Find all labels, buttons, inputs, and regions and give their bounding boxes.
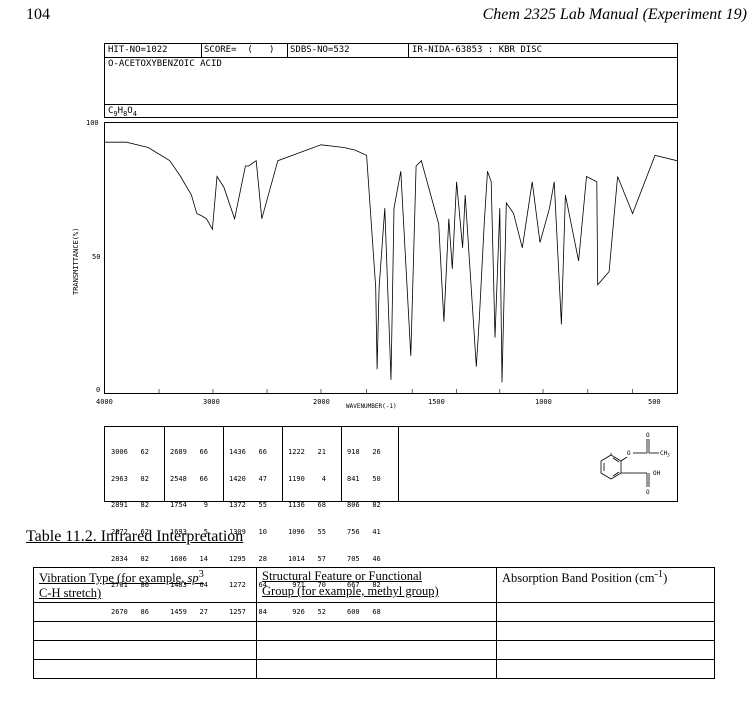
table-cell[interactable] xyxy=(256,602,497,623)
divider xyxy=(398,427,399,501)
peak-row: 1436 66 xyxy=(229,447,267,456)
peak-row: 1295 28 xyxy=(229,554,267,563)
table-cell[interactable] xyxy=(496,659,715,680)
x-tick-label: 2000 xyxy=(313,398,330,406)
spectrum-svg xyxy=(105,141,678,393)
peak-row: 1420 47 xyxy=(229,474,267,483)
infrared-interpretation-table: Vibration Type (for example, sp3 C-H stre… xyxy=(33,566,715,680)
divider xyxy=(201,44,202,57)
acid-carbonyl-oxygen-label: O xyxy=(646,489,650,496)
x-tick-label: 3000 xyxy=(203,398,220,406)
peak-table: 3006 62 2963 82 2891 82 2872 62 2834 82 … xyxy=(104,426,678,616)
methyl-label: CH3 xyxy=(660,450,670,458)
peak-row: 1372 55 xyxy=(229,501,267,510)
peak-row: 1606 14 xyxy=(170,554,208,563)
peak-row: 1754 9 xyxy=(170,501,208,510)
carbonyl-oxygen-label: O xyxy=(646,432,650,439)
divider xyxy=(164,427,165,501)
peak-row: 1222 21 xyxy=(288,447,326,456)
table-cell[interactable] xyxy=(496,602,715,623)
peak-row: 2834 82 xyxy=(111,554,149,563)
table-cell[interactable] xyxy=(33,602,257,623)
sdbs-no: SDBS-NO=532 xyxy=(290,45,350,55)
header-cell-vibration-type: Vibration Type (for example, sp3 C-H stre… xyxy=(33,566,257,604)
molecular-formula: C9H8O4 xyxy=(108,106,137,118)
divider xyxy=(408,44,409,57)
peak-row: 2548 66 xyxy=(170,474,208,483)
header-cell-structural-feature: Structural Feature or Functional Group (f… xyxy=(256,566,497,604)
running-header: Chem 2325 Lab Manual (Experiment 19) xyxy=(482,6,747,23)
formula-box xyxy=(105,104,677,117)
acid-oh-label: OH xyxy=(653,470,661,477)
divider xyxy=(341,427,342,501)
score: SCORE= ( ) xyxy=(204,45,275,55)
hit-no: HIT-NO=1022 xyxy=(108,45,168,55)
y-tick-label: 100 xyxy=(86,119,99,127)
peak-row: 2891 82 xyxy=(111,501,149,510)
table-row xyxy=(33,640,715,661)
table-cell[interactable] xyxy=(496,621,715,642)
peak-row: 918 26 xyxy=(347,447,381,456)
table-cell[interactable] xyxy=(33,640,257,661)
peak-row: 1096 55 xyxy=(288,527,326,536)
peak-row: 1014 57 xyxy=(288,554,326,563)
table-row xyxy=(33,659,715,680)
table-cell[interactable] xyxy=(33,621,257,642)
peak-row: 1136 68 xyxy=(288,501,326,510)
x-tick-label: 4000 xyxy=(96,398,113,406)
ir-spectrum-plot xyxy=(104,122,678,394)
y-tick-label: 50 xyxy=(92,253,101,261)
table-cell[interactable] xyxy=(256,640,497,661)
page-number: 104 xyxy=(26,6,50,23)
aspirin-structure: O O CH3 OH O xyxy=(600,432,670,496)
header-cell-absorption-band: Absorption Band Position (cm-1) xyxy=(496,566,715,604)
y-tick-label: 0 xyxy=(96,386,101,394)
spectrum-header: HIT-NO=1022 SCORE= ( ) SDBS-NO=532 IR-NI… xyxy=(104,43,678,118)
ester-oxygen-label: O xyxy=(627,450,631,457)
table-header-row: Vibration Type (for example, sp3 C-H stre… xyxy=(33,566,715,604)
peak-row: 2963 82 xyxy=(111,474,149,483)
peak-row: 2872 62 xyxy=(111,527,149,536)
peak-row: 1693 5 xyxy=(170,527,208,536)
table-cell[interactable] xyxy=(256,659,497,680)
table-cell[interactable] xyxy=(256,621,497,642)
peak-row: 705 46 xyxy=(347,554,381,563)
divider xyxy=(282,427,283,501)
peak-row: 3006 62 xyxy=(111,447,149,456)
x-tick-label: 1500 xyxy=(428,398,445,406)
peak-row: 1309 10 xyxy=(229,527,267,536)
divider xyxy=(223,427,224,501)
peak-row: 1190 4 xyxy=(288,474,326,483)
divider xyxy=(287,44,288,57)
x-tick-label: 1000 xyxy=(535,398,552,406)
x-tick-label: 500 xyxy=(648,398,661,406)
compound-name: O-ACETOXYBENZOIC ACID xyxy=(108,59,222,69)
table-cell[interactable] xyxy=(496,640,715,661)
peak-row: 756 41 xyxy=(347,527,381,536)
peak-row: 806 82 xyxy=(347,501,381,510)
table-row xyxy=(33,621,715,642)
y-axis-label: TRANSMITTANCE(%) xyxy=(72,227,80,295)
x-axis-label: WAVENUMBER(-1) xyxy=(346,403,397,410)
table-row xyxy=(33,602,715,623)
peak-row: 2689 66 xyxy=(170,447,208,456)
peak-row: 841 50 xyxy=(347,474,381,483)
spectrum-line xyxy=(105,141,678,383)
table-caption: Table 11.2. Infrared Interpretation xyxy=(26,528,244,545)
ir-no: IR-NIDA-63853 : KBR DISC xyxy=(412,45,543,55)
table-cell[interactable] xyxy=(33,659,257,680)
spectrum-id-row: HIT-NO=1022 SCORE= ( ) SDBS-NO=532 IR-NI… xyxy=(105,44,677,58)
